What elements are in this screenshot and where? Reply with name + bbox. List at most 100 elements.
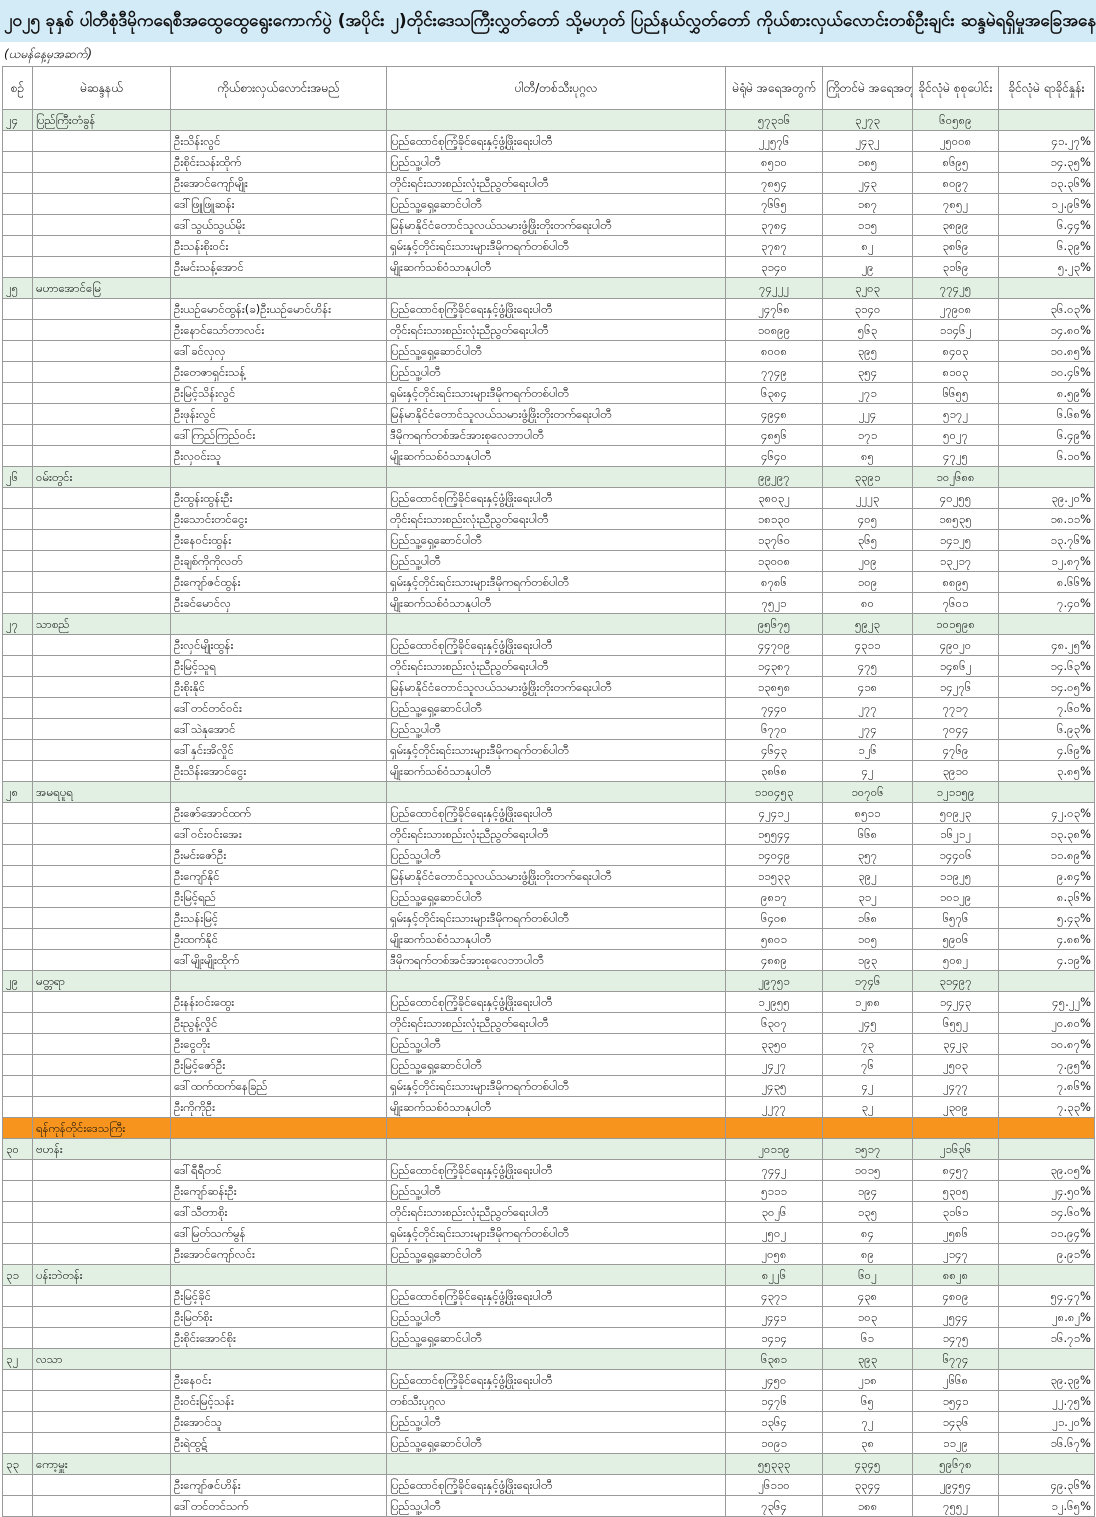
total-valid-votes: ၈၁၀၃ [912,361,999,383]
vote-percent: ၅၄.၄၇% [998,1285,1095,1307]
constituency-name [32,1474,171,1496]
candidate-name: ဒေါ်ကြည်ကြည်ဝင်း [170,424,387,446]
vote-percent: ၁၀.၈၅% [998,340,1095,362]
vote-percent: ၂၁.၂၀% [998,1411,1095,1433]
candidate-name: ဒေါ်မြတ်သက်မွန် [170,1222,387,1244]
station-votes: ၁၂၉၅၅ [725,991,823,1013]
total-valid-votes: ၂၁၄၇ [912,1243,999,1265]
advance-votes: ၃၅၄ [822,361,913,383]
candidate-name: ဒေါ်ရီရီတင် [170,1159,387,1181]
party-name [386,1453,726,1475]
candidate-name: ဒေါ်သဲနုအောင် [170,718,387,740]
station-votes: ၄၆၄၃ [725,739,823,761]
party-name: ပြည်သူ့ပါတီ [386,1495,726,1517]
station-votes: ၉၅၆၇၅ [725,613,823,635]
total-valid-votes: ၅၀၂၇ [912,424,999,446]
candidate-row: ဦးနေဝင်းထွန်း ပြည်သူ့ရှေ့ဆောင်ပါတီ ၁၃၇၆၀ ၃၆… [2,529,1095,551]
party-name: ဒီမိုကရက်တစ်အင်အားစုလေဘာပါတီ [386,424,726,446]
constituency-row: ၂၉ မတ္တရာ ၂၉၇၅၁ ၁၇၄၆ ၃၁၄၉၇ [2,970,1095,992]
constituency-name [32,1369,171,1391]
total-valid-votes: ၆၀၅၈၉ [912,109,999,131]
total-valid-votes: ၂၃၀၉ [912,1096,999,1118]
candidate-row: ဦးမင်းသန့်အောင် မျိုးဆက်သစ်ဝံသာနုပါတီ ၃၁၄၀… [2,256,1095,278]
constituency-name: မဟာအောင်မြေ [32,277,171,299]
candidate-name: ဒေါ်နှင်းအိလှိုင် [170,739,387,761]
vote-percent: ၁၃.၇၆% [998,529,1095,551]
row-number [2,424,33,446]
candidate-row: ဦးချစ်ကိုကိုလတ် ပြည်သူ့ပါတီ ၁၃၀၀၈ ၂၀၉ ၁၃၂၁၇၁… [2,550,1095,572]
row-number [2,949,33,971]
candidate-row: ဦးမင်းဇော်ဦး ပြည်သူ့ပါတီ ၁၄၀၄၉ ၃၅၇ ၁၄၄၀၆ ၁၁.၈… [2,844,1095,866]
vote-percent: ၄၂.၀၃% [998,802,1095,824]
candidate-name: ဦးနေဝင်း [170,1369,387,1391]
constituency-name: ဗဟန်း [32,1138,171,1160]
candidate-name: ဦးနေဝင်းထွန်း [170,529,387,551]
station-votes: ၇၄၄၀ [725,697,823,719]
results-table: စဉ် မဲဆန္ဒနယ် ကိုယ်စားလှယ်လောင်းအမည် ပါတ… [2,66,1095,1517]
row-number [2,928,33,950]
candidate-row: ဦးယဉ်မောင်ထွန်း(ခ)ဦးယဉ်မောင်ဟိန်း ပြည်ထော… [2,298,1095,320]
candidate-row: ဒေါ်သီတာစိုး တိုင်းရင်းသားစည်းလုံးညီညွတ်ရ… [2,1201,1095,1223]
party-name: မျိုးဆက်သစ်ဝံသာနုပါတီ [386,592,726,614]
row-number [2,487,33,509]
constituency-name [32,340,171,362]
candidate-row: ဦးနောင်သော်တာလင်း တိုင်းရင်းသားစည်းလုံးညီ… [2,319,1095,341]
col-header-station-votes: မဲရုံမဲ အရေအတွက် [725,66,823,110]
total-valid-votes: ၇၆၀၁ [912,592,999,614]
total-valid-votes: ၁၄၂၇၆ [912,676,999,698]
advance-votes: ၂၇၁ [822,382,913,404]
candidate-name: ဦးစိုင်းအောင်စိုး [170,1327,387,1349]
vote-percent: ၉.၉၁% [998,1243,1095,1265]
station-votes: ၂၂၇၇ [725,1096,823,1118]
candidate-row: ဦးကျော်နိုင် မြန်မာနိုင်ငံတောင်သူလယ်သမားဖ… [2,865,1095,887]
vote-percent [998,1453,1095,1475]
row-number [2,1390,33,1412]
vote-percent: ၁၁.၈၉% [998,844,1095,866]
total-valid-votes: ၇၈၅၂ [912,193,999,215]
advance-votes: ၁၃၅ [822,1201,913,1223]
constituency-name [32,256,171,278]
candidate-name: ဦးသန်းမြင့် [170,907,387,929]
vote-percent: ၄.၁၉% [998,949,1095,971]
candidate-row: ဦးလှင်မျိုးထွန်း ပြည်ထောင်စုကြံ့ခိုင်ရေးန… [2,634,1095,656]
station-votes: ၁၃၀၀၈ [725,550,823,572]
station-votes: ၆၃၀၇ [725,1012,823,1034]
station-votes: ၂၀၅၈ [725,1243,823,1265]
candidate-row: ဦးသိန်းအောင်ငွေး မျိုးဆက်သစ်ဝံသာနုပါတီ ၃၈၆… [2,760,1095,782]
party-name: ပြည်သူ့ပါတီ [386,361,726,383]
candidate-name: ဦးအောင်ကျော်လင်း [170,1243,387,1265]
party-name: ရှမ်းနှင့်တိုင်းရင်းသားများဒီမိုကရက်တစ်ပ… [386,1222,726,1244]
total-valid-votes [912,1117,999,1139]
row-number [2,130,33,152]
row-number [2,844,33,866]
party-name: တိုင်းရင်းသားစည်းလုံးညီညွတ်ရေးပါတီ [386,1012,726,1034]
vote-percent: ၈.၆၆% [998,571,1095,593]
constituency-name [32,193,171,215]
constituency-name [32,361,171,383]
total-valid-votes: ၅၉၆၇၈ [912,1453,999,1475]
station-votes: ၂၄၅၀ [725,1369,823,1391]
party-name: တိုင်းရင်းသားစည်းလုံးညီညွတ်ရေးပါတီ [386,172,726,194]
vote-percent: ၁၆.၇၁% [998,1327,1095,1349]
vote-percent: ၇.၆၀% [998,697,1095,719]
candidate-name [170,109,387,131]
vote-percent: ၂၂.၇၅% [998,1390,1095,1412]
candidate-name: ဦးလှဝင်းသူ [170,445,387,467]
party-name: တိုင်းရင်းသားစည်းလုံးညီညွတ်ရေးပါတီ [386,319,726,341]
col-header-candidate: ကိုယ်စားလှယ်လောင်းအမည် [170,66,387,110]
station-votes: ၃၃၅၀ [725,1033,823,1055]
party-name: မြန်မာနိုင်ငံတောင်သူလယ်သမားဖွံ့ဖြိုးတိုး… [386,403,726,425]
candidate-name: ဦးကျော်ဇင်ဟိန်း [170,1474,387,1496]
party-name [386,613,726,635]
row-number: ၂၄ [2,109,33,131]
station-votes: ၄၈၅၆ [725,424,823,446]
constituency-name: ကော့မှူး [32,1453,171,1475]
party-name: မျိုးဆက်သစ်ဝံသာနုပါတီ [386,928,726,950]
party-name: မြန်မာနိုင်ငံတောင်သူလယ်သမားဖွံ့ဖြိုးတိုး… [386,865,726,887]
row-number [2,1033,33,1055]
vote-percent: ၃၉.၂၀% [998,487,1095,509]
candidate-row: ဦးအောင်သူ ပြည်သူ့ပါတီ ၁၃၆၄ ၇၂ ၁၄၃၆ ၂၁.၂၀% [2,1411,1095,1433]
row-number: ၂၅ [2,277,33,299]
party-name: ရှမ်းနှင့်တိုင်းရင်းသားများဒီမိုကရက်တစ်ပ… [386,235,726,257]
advance-votes: ၃၂၀၃ [822,277,913,299]
